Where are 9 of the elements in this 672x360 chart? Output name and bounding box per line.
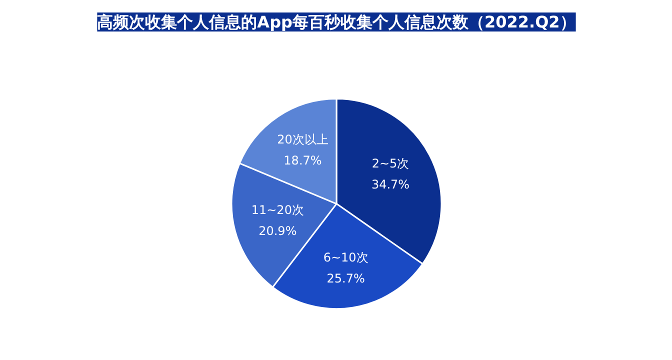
data-label: 34.7% [371, 177, 410, 192]
slice-label: 20次以上 [277, 132, 328, 146]
slice-label: 11~20次 [251, 203, 304, 218]
data-label: 18.7% [284, 153, 322, 168]
data-label: 20.9% [258, 224, 297, 238]
data-label: 25.7% [326, 271, 365, 286]
chart-title: 高频次收集个人信息的App每百秒收集个人信息次数（2022.Q2） [97, 12, 576, 32]
slice-label: 6~10次 [323, 250, 368, 264]
slice-label: 2~5次 [372, 156, 410, 170]
